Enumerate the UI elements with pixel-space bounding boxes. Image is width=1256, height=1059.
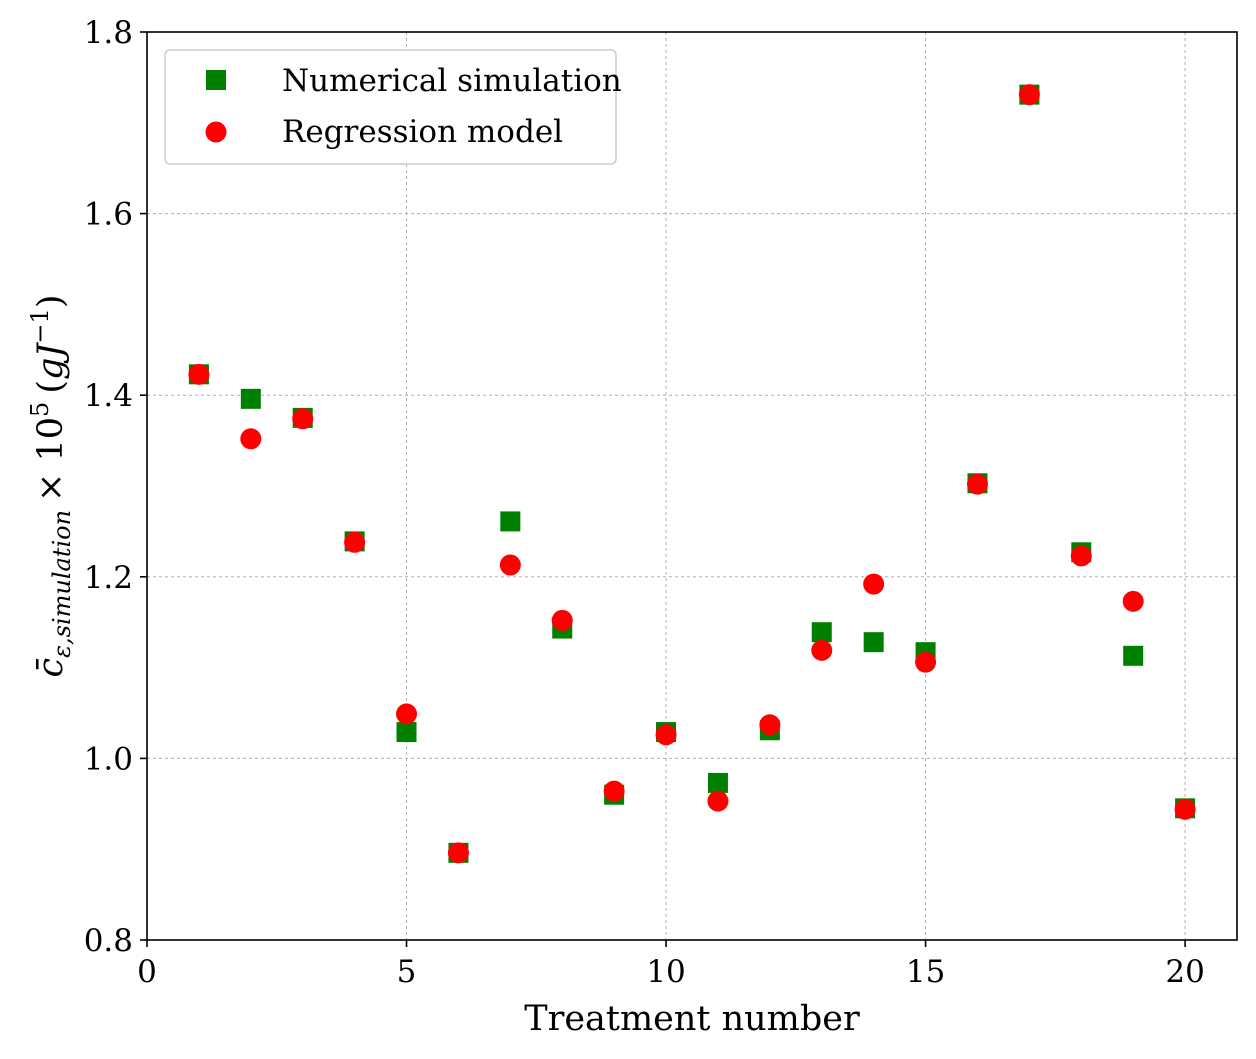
regression-point xyxy=(292,408,314,430)
simulation-point xyxy=(500,511,521,532)
x-tick-label: 0 xyxy=(137,954,157,990)
regression-point xyxy=(707,790,729,812)
legend-circle-marker xyxy=(205,121,227,143)
simulation-point xyxy=(811,622,832,643)
regression-point xyxy=(811,639,833,661)
y-axis-unit-exponent: −1 xyxy=(26,308,54,343)
y-axis-subscript: ε,simulation xyxy=(48,510,76,658)
regression-point xyxy=(1122,590,1144,612)
x-tick-label: 10 xyxy=(646,954,685,990)
x-axis-title: Treatment number xyxy=(524,999,860,1039)
y-axis-times: × 10 xyxy=(31,417,71,502)
regression-point xyxy=(655,724,677,746)
legend-label-numerical-simulation: Numerical simulation xyxy=(282,63,622,99)
regression-point xyxy=(188,363,210,385)
simulation-point xyxy=(240,388,261,409)
y-axis-unit-close: ) xyxy=(31,295,71,309)
y-tick-label: 1.4 xyxy=(84,378,133,414)
regression-point xyxy=(966,473,988,495)
regression-point xyxy=(863,573,885,595)
x-tick-label: 5 xyxy=(397,954,417,990)
y-tick-label: 1.8 xyxy=(84,15,133,51)
regression-point xyxy=(396,703,418,725)
point-layer xyxy=(188,84,1196,864)
regression-point xyxy=(240,428,262,450)
regression-point xyxy=(499,554,521,576)
legend: Numerical simulation Regression model xyxy=(164,49,622,165)
regression-point xyxy=(447,842,469,864)
grid-layer xyxy=(146,31,1237,941)
regression-point xyxy=(915,651,937,673)
simulation-point xyxy=(707,772,728,793)
regression-point xyxy=(551,609,573,631)
y-axis-unit-open: ( xyxy=(31,380,71,394)
regression-point xyxy=(344,531,366,553)
regression-point xyxy=(1070,545,1092,567)
y-tick-label: 0.8 xyxy=(84,923,133,959)
y-axis-unit-base: gJ xyxy=(31,342,71,380)
simulation-point xyxy=(1123,645,1144,666)
y-axis-title: c̄ε,simulation × 105 (gJ−1) xyxy=(26,295,76,678)
regression-point xyxy=(603,780,625,802)
regression-point xyxy=(759,714,781,736)
y-axis-symbol: c̄ xyxy=(31,658,71,678)
legend-label-regression-model: Regression model xyxy=(282,114,563,150)
legend-box xyxy=(164,49,617,165)
regression-point xyxy=(1174,798,1196,820)
x-tick-label: 20 xyxy=(1165,954,1204,990)
x-tick-label: 15 xyxy=(906,954,945,990)
regression-point xyxy=(1018,84,1040,106)
y-axis-exponent: 5 xyxy=(26,402,54,417)
simulation-point xyxy=(863,632,884,653)
y-tick-label: 1.2 xyxy=(84,560,133,596)
tick-layer: 0 5 10 15 20 0.8 1.0 1.2 1.4 1.6 1.8 xyxy=(84,15,1205,990)
simulation-point xyxy=(396,722,417,743)
legend-square-marker xyxy=(206,70,226,90)
y-tick-label: 1.0 xyxy=(84,741,133,777)
y-tick-label: 1.6 xyxy=(84,197,133,233)
plot-frame xyxy=(146,31,1238,941)
